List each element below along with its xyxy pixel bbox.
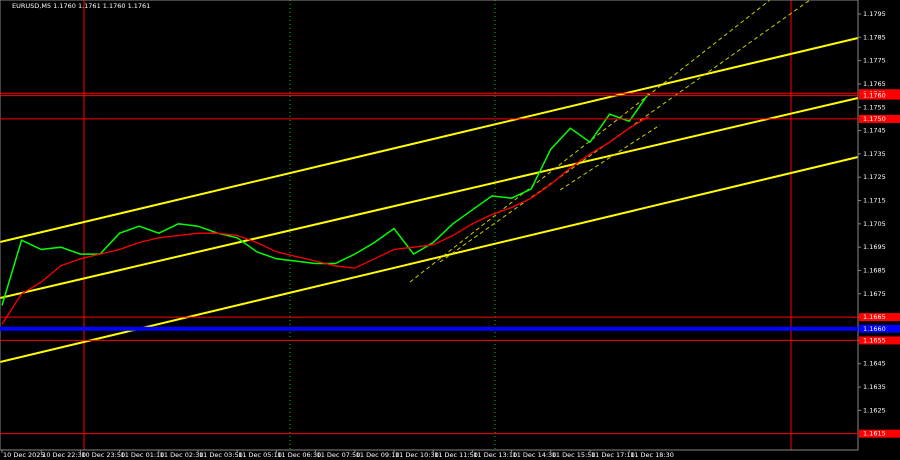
x-tick-label: 11 Dec 11:50	[434, 451, 478, 459]
level-label-box	[859, 324, 900, 333]
y-tick-label: 1.1705	[863, 220, 886, 228]
y-tick-label: 1.1715	[863, 197, 886, 205]
y-tick-label: 1.1755	[863, 103, 886, 111]
y-tick-label: 1.1795	[863, 10, 886, 18]
level-label: 1.1760	[863, 92, 886, 100]
x-tick-label: 10 Dec 22:30	[42, 451, 86, 459]
level-label-box	[859, 313, 900, 322]
x-tick-label: 11 Dec 06:30	[277, 451, 321, 459]
x-tick-label: 11 Dec 13:10	[473, 451, 517, 459]
level-label-box	[859, 429, 900, 438]
y-tick-label: 1.1625	[863, 406, 886, 414]
level-label: 1.1750	[863, 115, 886, 123]
y-tick-label: 1.1765	[863, 80, 886, 88]
price-line	[1, 116, 650, 325]
x-tick-label: 11 Dec 03:50	[199, 451, 243, 459]
level-label-box	[859, 336, 900, 345]
plot-frame	[0, 0, 859, 451]
x-tick-label: 11 Dec 02:30	[160, 451, 204, 459]
x-tick-label: 11 Dec 14:30	[513, 451, 557, 459]
x-tick-label: 11 Dec 05:10	[238, 451, 282, 459]
x-tick-label: 11 Dec 07:50	[317, 451, 361, 459]
channel-line	[0, 37, 859, 243]
y-tick-label: 1.1725	[863, 173, 886, 181]
x-tick-label: 11 Dec 17:10	[591, 451, 635, 459]
x-tick-label: 10 Dec 23:50	[81, 451, 125, 459]
x-tick-label: 10 Dec 2025	[3, 451, 45, 459]
channel-dashed	[409, 0, 771, 283]
x-tick-label: 11 Dec 09:10	[356, 451, 400, 459]
x-tick-label: 11 Dec 01:10	[121, 451, 165, 459]
level-label-box	[859, 91, 900, 100]
level-label: 1.1660	[863, 325, 886, 333]
channel-line	[0, 97, 859, 299]
y-tick-label: 1.1785	[863, 33, 886, 41]
y-tick-label: 1.1645	[863, 360, 886, 368]
x-tick-label: 11 Dec 18:30	[630, 451, 674, 459]
y-tick-label: 1.1635	[863, 383, 886, 391]
level-label: 1.1665	[863, 313, 886, 321]
y-tick-label: 1.1745	[863, 127, 886, 135]
y-tick-label: 1.1695	[863, 243, 886, 251]
level-label-box	[859, 114, 900, 123]
x-tick-label: 11 Dec 10:30	[395, 451, 439, 459]
y-tick-label: 1.1685	[863, 266, 886, 274]
chart-title: EURUSD,M5 1.1760 1.1761 1.1760 1.1761	[12, 2, 150, 10]
x-tick-label: 11 Dec 15:50	[552, 451, 596, 459]
level-label: 1.1655	[863, 336, 886, 344]
level-label: 1.1615	[863, 430, 886, 438]
y-tick-label: 1.1675	[863, 290, 886, 298]
y-tick-label: 1.1775	[863, 57, 886, 65]
y-tick-label: 1.1735	[863, 150, 886, 158]
channel-dashed	[559, 124, 661, 191]
